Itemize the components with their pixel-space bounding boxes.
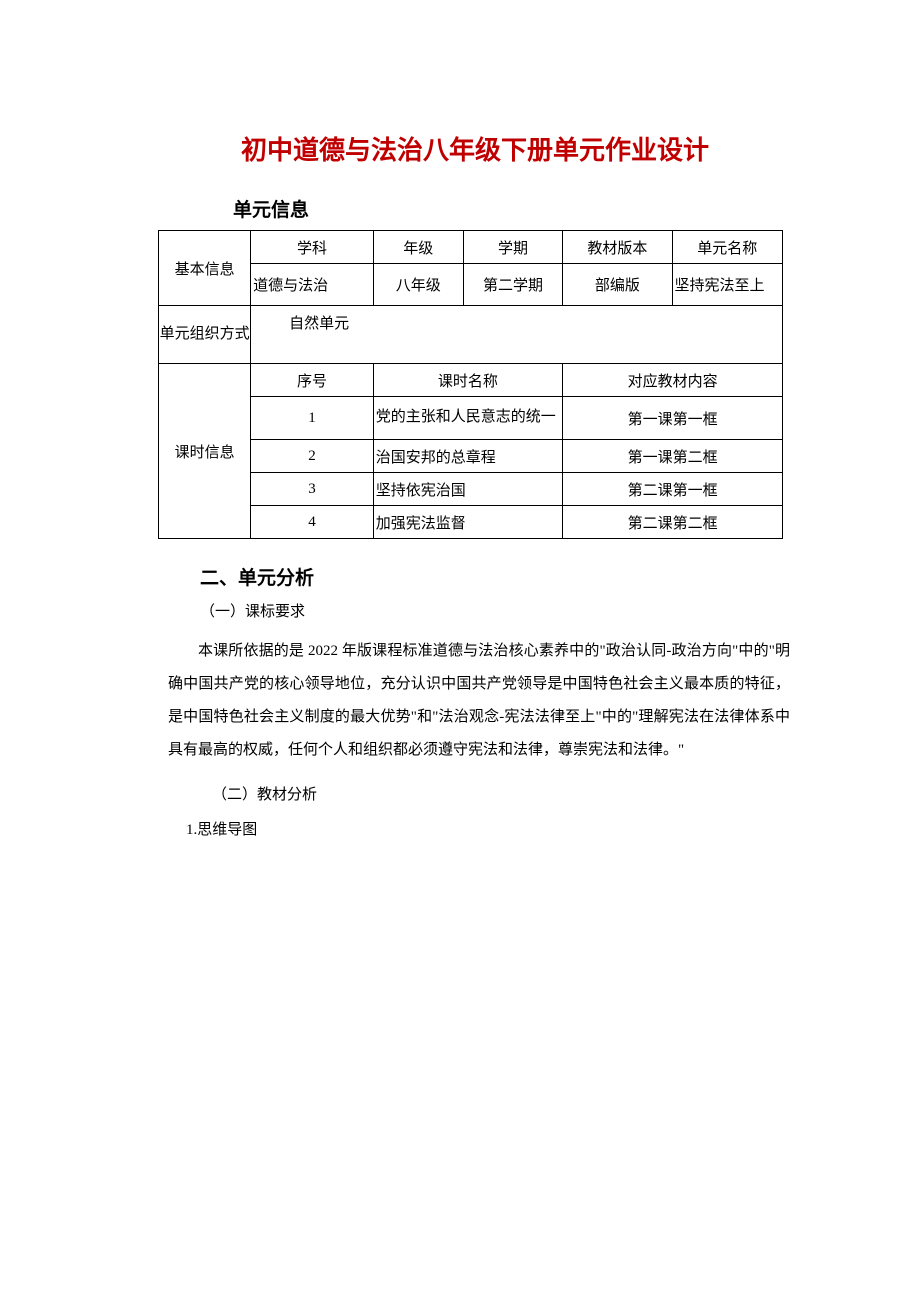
value-textbook: 部编版 [563, 264, 672, 306]
sub-heading-3-text: 1.思维导图 [186, 822, 257, 838]
value-term: 第二学期 [463, 264, 562, 306]
basic-info-label: 基本信息 [159, 231, 251, 306]
sub-heading-1-text: （一）课标要求 [200, 604, 305, 620]
body-text: 本课所依据的是 2022 年版课程标准道德与法治核心素养中的"政治认同-政治方向… [168, 643, 790, 758]
header-grade: 年级 [373, 231, 463, 264]
lesson-seq: 4 [251, 506, 374, 539]
lesson-info-label: 课时信息 [159, 364, 251, 539]
section-2-heading: 二、单元分析 [200, 563, 800, 590]
sub-heading-2: （二）教材分析 [212, 783, 800, 804]
header-lesson-name: 课时名称 [373, 364, 562, 397]
unit-org-label: 单元组织方式 [159, 306, 251, 364]
sub-heading-3: 1.思维导图 [186, 818, 800, 839]
header-subject: 学科 [251, 231, 374, 264]
section-2-heading-text: 二、单元分析 [200, 568, 314, 589]
document-title-text: 初中道德与法治八年级下册单元作业设计 [241, 135, 709, 165]
unit-org-value: 自然单元 [251, 306, 783, 364]
section-1-heading: 单元信息 [233, 195, 800, 222]
section-1-heading-text: 单元信息 [233, 200, 309, 221]
lesson-name: 加强宪法监督 [373, 506, 562, 539]
lesson-name: 治国安邦的总章程 [373, 440, 562, 473]
lesson-seq: 2 [251, 440, 374, 473]
table-row: 4 加强宪法监督 第二课第二框 [159, 506, 783, 539]
table-row: 1 党的主张和人民意志的统一 第一课第一框 [159, 397, 783, 440]
lesson-seq: 1 [251, 397, 374, 440]
lesson-name: 坚持依宪治国 [373, 473, 562, 506]
header-unit-name: 单元名称 [672, 231, 782, 264]
body-paragraph: 本课所依据的是 2022 年版课程标准道德与法治核心素养中的"政治认同-政治方向… [168, 635, 790, 767]
lesson-content: 第一课第二框 [563, 440, 783, 473]
lesson-content: 第二课第二框 [563, 506, 783, 539]
table-row: 2 治国安邦的总章程 第一课第二框 [159, 440, 783, 473]
sub-heading-2-text: （二）教材分析 [212, 787, 317, 803]
table-row: 道德与法治 八年级 第二学期 部编版 坚持宪法至上 [159, 264, 783, 306]
table-row: 基本信息 学科 年级 学期 教材版本 单元名称 [159, 231, 783, 264]
header-seq: 序号 [251, 364, 374, 397]
lesson-content: 第一课第一框 [563, 397, 783, 440]
header-content: 对应教材内容 [563, 364, 783, 397]
lesson-name: 党的主张和人民意志的统一 [373, 397, 562, 440]
table-row: 课时信息 序号 课时名称 对应教材内容 [159, 364, 783, 397]
header-textbook: 教材版本 [563, 231, 672, 264]
table-row: 单元组织方式 自然单元 [159, 306, 783, 364]
value-subject: 道德与法治 [251, 264, 374, 306]
lesson-seq: 3 [251, 473, 374, 506]
value-unit-name: 坚持宪法至上 [672, 264, 782, 306]
document-title: 初中道德与法治八年级下册单元作业设计 [150, 130, 800, 167]
value-grade: 八年级 [373, 264, 463, 306]
table-row: 3 坚持依宪治国 第二课第一框 [159, 473, 783, 506]
sub-heading-1: （一）课标要求 [200, 600, 800, 621]
header-term: 学期 [463, 231, 562, 264]
unit-info-table: 基本信息 学科 年级 学期 教材版本 单元名称 道德与法治 八年级 第二学期 部… [158, 230, 783, 539]
lesson-content: 第二课第一框 [563, 473, 783, 506]
